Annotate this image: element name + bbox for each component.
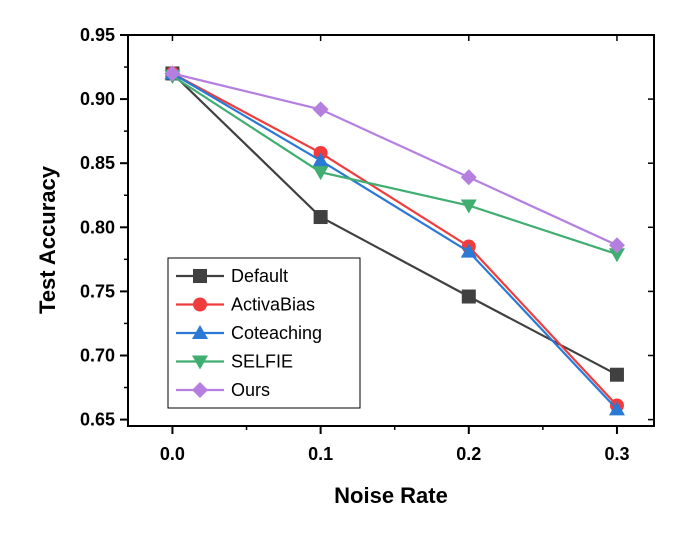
legend-label-activabias: ActivaBias (231, 295, 315, 315)
series-line-activabias (171, 72, 618, 407)
y-tick-label: 0.95 (80, 25, 115, 45)
y-tick-label: 0.65 (80, 410, 115, 430)
data-point-selfie (460, 199, 477, 214)
legend-label-coteaching: Coteaching (231, 323, 322, 343)
legend-item-coteaching: Coteaching (176, 323, 322, 343)
data-point-default (609, 367, 624, 382)
legend-marker-selfie (192, 355, 208, 370)
x-tick-label: 0.0 (160, 444, 185, 464)
legend-item-default: Default (176, 266, 288, 286)
y-tick-label: 0.75 (80, 281, 115, 301)
legend-label-selfie: SELFIE (231, 352, 293, 372)
legend-marker-activabias (193, 297, 207, 312)
legend-item-selfie: SELFIE (176, 352, 293, 372)
data-point-default (461, 289, 476, 304)
x-tick-label: 0.3 (604, 444, 629, 464)
data-point-ours (608, 237, 625, 254)
data-point-selfie (608, 248, 625, 263)
series-ours (164, 65, 625, 254)
y-tick-label: 0.80 (80, 217, 115, 237)
data-point-coteaching (460, 243, 477, 258)
x-tick-label: 0.2 (456, 444, 481, 464)
data-point-ours (164, 65, 181, 82)
y-tick-label: 0.70 (80, 345, 115, 365)
x-tick-label: 0.1 (308, 444, 333, 464)
data-point-ours (460, 169, 477, 186)
x-axis-title: Noise Rate (334, 483, 448, 508)
legend-marker-default (193, 269, 207, 283)
data-point-default (313, 210, 328, 225)
legend-label-default: Default (231, 266, 288, 286)
legend-item-ours: Ours (176, 380, 270, 400)
plot-frame (127, 34, 655, 427)
legend: Default ActivaBias Coteaching SELFIE Ours (167, 257, 361, 409)
legend-label-ours: Ours (231, 380, 270, 400)
axes-layer: 0.65 0.70 0.75 0.80 0.85 0.90 0.95 0.0 0.1 0.2 0.3 (80, 25, 654, 464)
y-axis-title: Test Accuracy (35, 165, 60, 314)
series-line-default (171, 72, 618, 376)
legend-item-activabias: ActivaBias (176, 295, 315, 315)
series-line-ours (172, 72, 618, 247)
data-point-coteaching (312, 152, 329, 167)
legend-marker-ours (192, 382, 208, 398)
data-point-coteaching (608, 401, 625, 416)
legend-marker-coteaching (192, 325, 208, 339)
series-selfie (164, 70, 625, 263)
y-tick-label: 0.85 (80, 153, 115, 173)
y-tick-label: 0.90 (80, 89, 115, 109)
series-layer (164, 65, 625, 416)
series-line-selfie (171, 75, 618, 256)
data-point-selfie (312, 166, 329, 181)
data-point-ours (312, 101, 329, 118)
series-line-coteaching (171, 72, 618, 411)
